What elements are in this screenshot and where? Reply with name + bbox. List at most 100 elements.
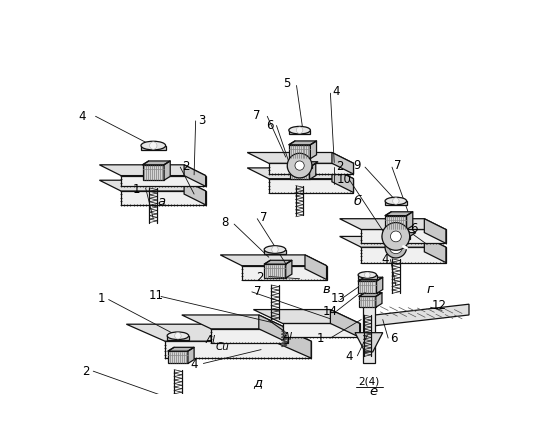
Polygon shape bbox=[184, 165, 206, 187]
Text: д: д bbox=[253, 376, 263, 389]
Polygon shape bbox=[289, 163, 316, 167]
Polygon shape bbox=[287, 166, 312, 168]
Text: 4: 4 bbox=[332, 85, 340, 98]
Circle shape bbox=[175, 333, 181, 339]
Circle shape bbox=[296, 127, 303, 133]
Polygon shape bbox=[247, 168, 353, 179]
Text: 6: 6 bbox=[391, 331, 398, 345]
Text: 4: 4 bbox=[381, 253, 389, 266]
Polygon shape bbox=[247, 152, 353, 163]
Text: 4: 4 bbox=[190, 358, 198, 371]
Polygon shape bbox=[264, 249, 286, 254]
Text: 9: 9 bbox=[353, 159, 361, 172]
Ellipse shape bbox=[167, 332, 189, 339]
Polygon shape bbox=[358, 275, 377, 279]
Circle shape bbox=[390, 241, 402, 254]
Text: г: г bbox=[427, 283, 434, 296]
Text: 11: 11 bbox=[148, 289, 164, 302]
Polygon shape bbox=[385, 216, 407, 229]
Polygon shape bbox=[287, 162, 318, 166]
Text: 6: 6 bbox=[266, 119, 273, 132]
Ellipse shape bbox=[385, 197, 407, 205]
Polygon shape bbox=[289, 130, 310, 135]
Polygon shape bbox=[100, 180, 206, 191]
Text: 2: 2 bbox=[337, 160, 344, 173]
Text: Cu: Cu bbox=[216, 342, 230, 352]
Polygon shape bbox=[100, 165, 206, 175]
Polygon shape bbox=[168, 347, 194, 351]
Polygon shape bbox=[377, 277, 383, 293]
Polygon shape bbox=[184, 180, 206, 205]
Polygon shape bbox=[361, 247, 446, 263]
Polygon shape bbox=[242, 266, 327, 280]
Polygon shape bbox=[355, 333, 383, 352]
Polygon shape bbox=[359, 293, 382, 296]
Polygon shape bbox=[289, 145, 310, 159]
Polygon shape bbox=[121, 175, 206, 187]
Polygon shape bbox=[165, 341, 311, 358]
Polygon shape bbox=[286, 260, 292, 278]
Polygon shape bbox=[332, 152, 353, 174]
Circle shape bbox=[150, 142, 157, 149]
Polygon shape bbox=[424, 237, 446, 263]
Polygon shape bbox=[424, 219, 446, 243]
Text: 1: 1 bbox=[132, 183, 140, 196]
Text: Al: Al bbox=[283, 331, 293, 342]
Polygon shape bbox=[382, 237, 410, 239]
Text: 1: 1 bbox=[98, 291, 105, 304]
Polygon shape bbox=[332, 168, 353, 193]
Circle shape bbox=[385, 237, 407, 258]
Text: 14: 14 bbox=[323, 305, 338, 318]
Circle shape bbox=[272, 246, 278, 253]
Text: б: б bbox=[353, 195, 362, 208]
Polygon shape bbox=[339, 219, 446, 229]
Text: а: а bbox=[157, 195, 165, 208]
Polygon shape bbox=[407, 212, 413, 229]
Polygon shape bbox=[382, 233, 416, 237]
Polygon shape bbox=[358, 277, 383, 281]
Text: 4: 4 bbox=[346, 350, 353, 363]
Text: в: в bbox=[323, 283, 330, 296]
Polygon shape bbox=[359, 296, 376, 307]
Text: 13: 13 bbox=[330, 291, 345, 304]
Ellipse shape bbox=[289, 126, 310, 134]
Polygon shape bbox=[264, 260, 292, 264]
Polygon shape bbox=[143, 161, 170, 165]
Polygon shape bbox=[164, 161, 170, 180]
Text: е: е bbox=[369, 385, 377, 398]
Polygon shape bbox=[143, 165, 164, 180]
Polygon shape bbox=[211, 329, 288, 343]
Polygon shape bbox=[361, 229, 446, 243]
Circle shape bbox=[391, 231, 401, 242]
Polygon shape bbox=[253, 310, 360, 323]
Polygon shape bbox=[269, 163, 353, 174]
Polygon shape bbox=[167, 336, 189, 340]
Ellipse shape bbox=[264, 246, 286, 253]
Polygon shape bbox=[391, 233, 407, 237]
Polygon shape bbox=[220, 255, 327, 266]
Text: 7: 7 bbox=[254, 284, 261, 298]
Text: 7: 7 bbox=[393, 159, 401, 172]
Polygon shape bbox=[305, 255, 327, 280]
Text: 5: 5 bbox=[282, 78, 290, 90]
Polygon shape bbox=[309, 163, 316, 179]
Text: 2: 2 bbox=[82, 365, 90, 378]
Polygon shape bbox=[188, 347, 194, 363]
Polygon shape bbox=[269, 179, 353, 193]
Polygon shape bbox=[289, 167, 309, 179]
Circle shape bbox=[365, 272, 370, 278]
Text: 2: 2 bbox=[182, 160, 190, 173]
Text: 2(4): 2(4) bbox=[358, 377, 379, 387]
Polygon shape bbox=[310, 141, 316, 159]
Polygon shape bbox=[385, 212, 413, 216]
Circle shape bbox=[393, 198, 399, 204]
Polygon shape bbox=[282, 323, 360, 337]
Polygon shape bbox=[363, 294, 375, 363]
Polygon shape bbox=[273, 324, 311, 358]
Text: 8: 8 bbox=[221, 216, 229, 229]
Polygon shape bbox=[375, 304, 469, 326]
Text: 1: 1 bbox=[316, 331, 324, 345]
Polygon shape bbox=[126, 324, 311, 341]
Text: Al: Al bbox=[206, 335, 216, 346]
Polygon shape bbox=[259, 315, 288, 343]
